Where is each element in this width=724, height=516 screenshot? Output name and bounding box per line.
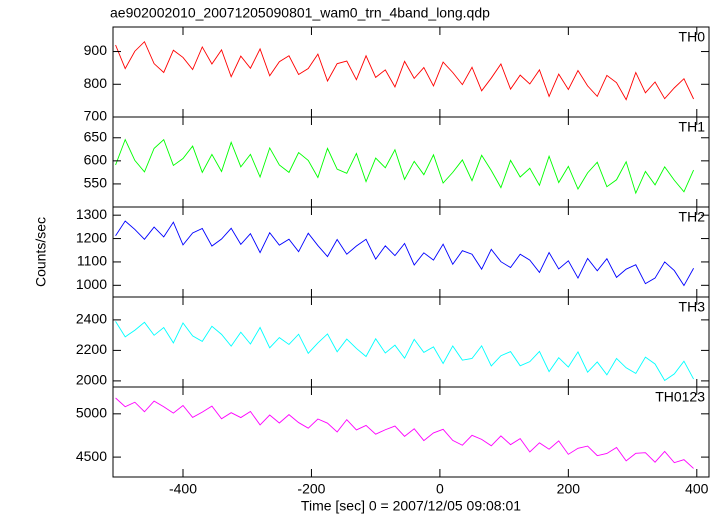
y-tick-label: 600 [84, 152, 108, 168]
panel-label: TH0123 [655, 389, 705, 405]
y-tick-label: 4500 [76, 448, 107, 464]
y-tick-label: 700 [84, 108, 108, 124]
panel-label: TH2 [679, 209, 706, 225]
data-line [115, 138, 695, 195]
y-tick-label: 1000 [76, 276, 107, 292]
data-line [115, 40, 694, 101]
x-tick-label: 400 [685, 481, 709, 497]
y-tick-label: 900 [84, 42, 108, 58]
panel-label: TH3 [679, 299, 706, 315]
panel-frame [112, 206, 710, 298]
x-tick-label: -400 [169, 481, 197, 497]
chart-title: ae902002010_20071205090801_wam0_trn_4ban… [110, 5, 490, 21]
y-tick-label: 2200 [76, 341, 107, 357]
panel-label: TH0 [679, 29, 706, 45]
data-line [115, 397, 694, 469]
data-line [115, 321, 694, 382]
x-axis-label: Time [sec] 0 = 2007/12/05 09:08:01 [301, 498, 521, 514]
x-tick-label: 200 [557, 481, 581, 497]
data-line [115, 220, 694, 287]
panel-label: TH1 [679, 119, 706, 135]
x-tick-label: -200 [297, 481, 325, 497]
panel-frame [112, 116, 710, 208]
x-tick-label: 0 [436, 481, 444, 497]
y-axis-label: Counts/sec [33, 217, 49, 287]
y-tick-label: 650 [84, 128, 108, 144]
y-tick-label: 1300 [76, 206, 107, 222]
y-tick-label: 550 [84, 175, 108, 191]
y-tick-label: 800 [84, 75, 108, 91]
y-tick-label: 5000 [76, 405, 107, 421]
panel-frame [112, 296, 710, 388]
y-tick-label: 2000 [76, 372, 107, 388]
y-tick-label: 1100 [77, 253, 107, 269]
y-tick-label: 1200 [76, 229, 107, 245]
y-tick-label: 2400 [76, 311, 107, 327]
panel-frame [112, 386, 710, 478]
